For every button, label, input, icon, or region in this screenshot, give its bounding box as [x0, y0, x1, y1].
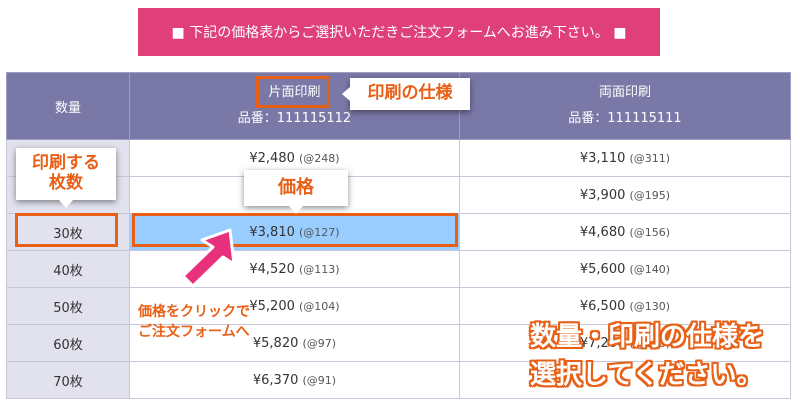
column-header-double: 両面印刷 品番：111115111 [459, 72, 791, 140]
unit-price: (@248) [299, 151, 340, 165]
double-price-cell[interactable]: ¥3,900 (@195) [459, 176, 791, 214]
price-value: ¥3,110 [579, 150, 626, 166]
price-value: ¥5,600 [579, 261, 626, 277]
price-value: ¥2,480 [249, 150, 295, 166]
unit-price: (@120) [629, 336, 671, 350]
table-row: 50枚 ¥5,200 (@104) ¥6,500 (@130) [6, 287, 791, 325]
banner-text: ■ 下記の価格表からご選択いただきご注文フォームへお進み下さい。 ■ [171, 25, 627, 41]
qty-cell: 40枚 [6, 250, 130, 288]
unit-price: (@140) [629, 262, 671, 276]
price-value: ¥5,820 [252, 335, 299, 351]
spec-callout: 印刷の仕様 [342, 78, 470, 110]
main-instruction-line1: 数量・印刷の仕様を [530, 322, 765, 352]
price-callout-text: 価格 [278, 176, 314, 198]
single-price-cell[interactable]: ¥5,820 (@97) [129, 324, 460, 362]
spec-callout-text: 印刷の仕様 [367, 83, 453, 104]
price-value: ¥7,200 [579, 335, 626, 351]
spec-highlight-box [256, 76, 330, 108]
price-value: ¥6,500 [579, 298, 626, 314]
table-row: ¥3,900 (@195) [6, 176, 791, 214]
double-price-cell[interactable]: ¥3,110 (@311) [459, 139, 791, 177]
single-price-cell[interactable]: ¥5,200 (@104) [129, 287, 460, 325]
price-value: ¥4,520 [249, 261, 295, 277]
table-row: 60枚 ¥5,820 (@97) ¥7,200 (@120) [6, 324, 791, 362]
double-price-cell[interactable] [459, 361, 791, 399]
price-value: ¥3,900 [579, 187, 626, 203]
unit-price: (@91) [302, 373, 337, 387]
qty-highlight-box [15, 213, 118, 247]
qty-callout-line1: 印刷する [32, 153, 100, 174]
click-instruction: 価格をクリックで ご注文フォームへ [138, 302, 250, 342]
qty-cell: 70枚 [6, 361, 130, 399]
unit-price: (@156) [629, 225, 671, 239]
click-instruction-line1: 価格をクリックで [138, 304, 250, 320]
unit-price: (@104) [299, 299, 340, 313]
single-print-code: 品番：111115112 [237, 111, 352, 126]
qty-callout: 印刷する 枚数 [16, 148, 116, 208]
double-print-title: 両面印刷 [598, 85, 651, 100]
qty-callout-line2: 枚数 [49, 173, 83, 193]
price-highlight-box [132, 213, 458, 247]
table-row: 40枚 ¥4,520 (@113) ¥5,600 (@140) [6, 250, 791, 288]
unit-price: (@130) [629, 299, 671, 313]
unit-price: (@195) [629, 188, 671, 202]
column-header-qty: 数量 [6, 72, 130, 140]
click-instruction-line2: ご注文フォームへ [138, 324, 250, 340]
qty-cell: 50枚 [6, 287, 130, 325]
qty-cell: 60枚 [6, 324, 130, 362]
single-print-title: 片面印刷 [268, 85, 321, 100]
price-value: ¥6,370 [252, 372, 299, 388]
unit-price: (@113) [299, 262, 340, 276]
double-print-code: 品番：111115111 [568, 111, 682, 126]
single-price-cell[interactable]: ¥6,370 (@91) [129, 361, 460, 399]
price-value: ¥3,810 [249, 224, 295, 240]
price-callout: 価格 [244, 170, 348, 214]
arrow-pointer-icon [181, 228, 236, 288]
instruction-banner: ■ 下記の価格表からご選択いただきご注文フォームへお進み下さい。 ■ [138, 8, 660, 56]
unit-price: (@127) [299, 225, 340, 239]
single-price-cell[interactable]: ¥4,520 (@113) [129, 250, 460, 288]
price-value: ¥5,200 [249, 298, 295, 314]
unit-price: (@311) [629, 151, 671, 165]
unit-price: (@97) [302, 336, 337, 350]
main-instruction-line2: 選択してください。 [530, 360, 763, 390]
double-price-cell[interactable]: ¥5,600 (@140) [459, 250, 791, 288]
price-value: ¥4,680 [579, 224, 626, 240]
table-row: 70枚 ¥6,370 (@91) [6, 361, 791, 399]
main-instruction: 数量・印刷の仕様を 選択してください。 [530, 318, 764, 394]
table-row: ¥2,480 (@248) ¥3,110 (@311) [6, 139, 791, 177]
double-price-cell[interactable]: ¥4,680 (@156) [459, 213, 791, 251]
double-price-cell[interactable]: ¥7,200 (@120) [459, 324, 791, 362]
